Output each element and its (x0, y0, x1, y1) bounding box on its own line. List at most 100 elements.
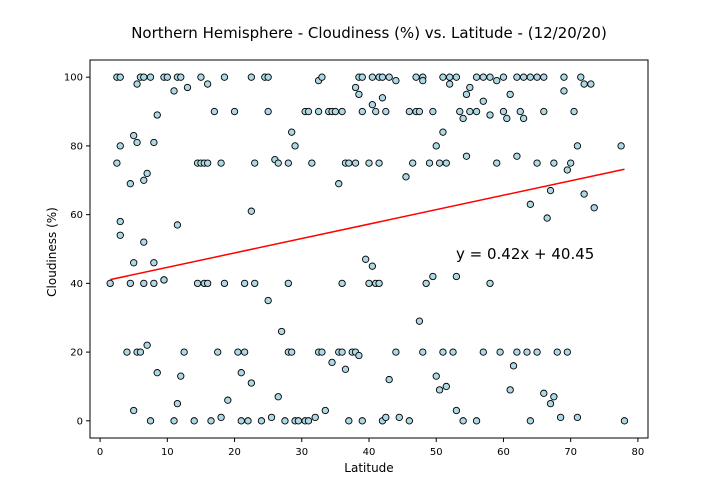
data-point (472, 417, 481, 425)
data-point (234, 348, 242, 356)
data-point (237, 369, 245, 377)
data-point (321, 406, 329, 415)
data-points (106, 73, 629, 425)
data-point (405, 107, 413, 116)
data-point (462, 152, 471, 160)
data-point (220, 73, 229, 81)
data-point (220, 279, 229, 288)
y-axis-ticks: 0 20 40 60 80 100 (64, 73, 90, 427)
data-point (563, 166, 571, 174)
data-point (251, 159, 259, 167)
data-point (116, 217, 124, 226)
data-point (240, 279, 249, 288)
data-point (429, 107, 437, 116)
data-point (415, 107, 424, 116)
data-point (257, 417, 266, 425)
data-point (173, 221, 182, 229)
data-point (479, 73, 487, 81)
y-tick-label: 0 (77, 416, 83, 427)
data-point (311, 413, 319, 422)
data-point (126, 180, 134, 188)
y-tick-label: 80 (70, 141, 83, 152)
data-point (150, 259, 158, 267)
data-point (318, 348, 326, 356)
data-point (146, 417, 155, 425)
data-point (277, 327, 286, 336)
data-point (472, 107, 481, 116)
data-point (335, 180, 343, 188)
data-point (402, 173, 410, 181)
data-point (617, 142, 625, 150)
data-point (338, 279, 346, 288)
data-point (540, 107, 548, 116)
data-point (533, 348, 541, 356)
data-point (382, 413, 390, 422)
data-point (140, 279, 148, 288)
data-point (516, 107, 524, 116)
data-point (553, 348, 561, 356)
regression-line (110, 168, 625, 281)
data-point (150, 138, 158, 147)
data-point (493, 76, 501, 85)
data-point (372, 107, 380, 116)
x-tick-label: 30 (295, 447, 308, 458)
data-point (331, 107, 340, 116)
data-point (432, 142, 440, 150)
data-point (318, 73, 326, 81)
y-tick-label: 60 (70, 210, 83, 221)
data-point (466, 83, 474, 92)
y-axis-label: Cloudiness (%) (45, 207, 59, 297)
data-point (523, 348, 531, 356)
data-point (204, 279, 212, 288)
x-tick-label: 60 (497, 447, 510, 458)
data-point (177, 372, 185, 380)
data-point (338, 107, 346, 116)
data-point (496, 348, 504, 356)
data-point (590, 204, 598, 212)
data-point (560, 73, 568, 81)
data-point (452, 272, 461, 281)
data-point (456, 107, 464, 116)
data-point (368, 262, 377, 270)
data-point (130, 131, 138, 140)
data-point (499, 73, 508, 81)
data-point (150, 279, 158, 288)
data-point (577, 73, 585, 81)
data-point (486, 111, 494, 119)
data-point (308, 159, 316, 167)
data-point (133, 80, 141, 88)
data-point (526, 200, 534, 208)
regression-equation: y = 0.42x + 40.45 (456, 245, 594, 263)
x-tick-label: 50 (430, 447, 443, 458)
data-point (543, 214, 551, 222)
data-point (193, 279, 202, 288)
data-point (550, 159, 558, 167)
data-point (556, 413, 565, 422)
data-point (365, 279, 373, 288)
data-point (240, 348, 249, 356)
data-point (341, 365, 350, 373)
x-tick-label: 70 (564, 447, 577, 458)
y-tick-label: 20 (70, 348, 83, 359)
data-point (130, 259, 138, 267)
data-point (442, 159, 450, 167)
data-point (405, 417, 413, 425)
data-point (140, 73, 148, 81)
data-point (247, 379, 255, 387)
data-point (116, 142, 124, 150)
data-point (291, 142, 299, 150)
data-point (378, 73, 387, 81)
data-point (503, 114, 511, 123)
data-point (153, 111, 161, 119)
data-point (170, 87, 178, 95)
data-point (106, 279, 114, 288)
data-point (146, 73, 155, 81)
data-point (368, 73, 377, 81)
data-point (415, 317, 424, 325)
data-point (439, 128, 447, 136)
data-point (207, 417, 215, 425)
data-point (116, 231, 124, 239)
data-point (526, 73, 534, 81)
data-point (247, 73, 255, 81)
data-point (214, 348, 222, 356)
